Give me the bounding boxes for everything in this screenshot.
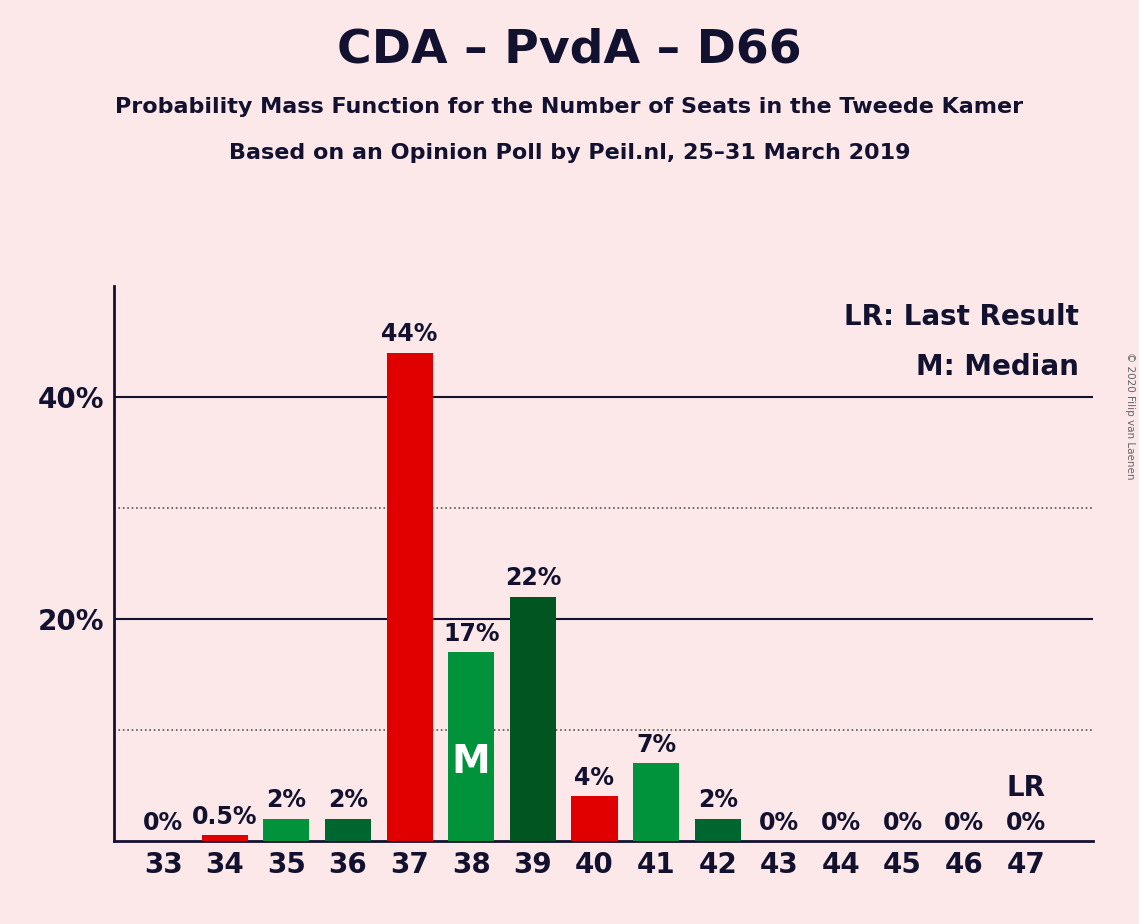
Text: 0%: 0% — [821, 811, 861, 835]
Text: Based on an Opinion Poll by Peil.nl, 25–31 March 2019: Based on an Opinion Poll by Peil.nl, 25–… — [229, 143, 910, 164]
Text: CDA – PvdA – D66: CDA – PvdA – D66 — [337, 28, 802, 73]
Text: 4%: 4% — [574, 766, 614, 790]
Text: 0%: 0% — [760, 811, 800, 835]
Bar — [202, 835, 248, 841]
Text: 0%: 0% — [144, 811, 183, 835]
Bar — [633, 763, 679, 841]
Text: M: M — [452, 743, 491, 781]
Bar — [325, 819, 371, 841]
Text: 2%: 2% — [267, 788, 306, 812]
Text: 44%: 44% — [382, 322, 437, 346]
Text: 17%: 17% — [443, 622, 500, 646]
Text: LR: Last Result: LR: Last Result — [844, 303, 1079, 331]
Bar — [695, 819, 740, 841]
Bar — [448, 652, 494, 841]
Bar — [386, 353, 433, 841]
Text: Probability Mass Function for the Number of Seats in the Tweede Kamer: Probability Mass Function for the Number… — [115, 97, 1024, 117]
Text: 0.5%: 0.5% — [192, 805, 257, 829]
Text: © 2020 Filip van Laenen: © 2020 Filip van Laenen — [1125, 352, 1134, 480]
Text: 2%: 2% — [328, 788, 368, 812]
Text: 7%: 7% — [636, 733, 677, 757]
Text: LR: LR — [1006, 774, 1046, 802]
Text: 22%: 22% — [505, 566, 562, 590]
Text: 0%: 0% — [883, 811, 923, 835]
Text: 0%: 0% — [1006, 811, 1046, 835]
Bar — [572, 796, 617, 841]
Text: 0%: 0% — [944, 811, 984, 835]
Bar — [263, 819, 310, 841]
Text: 2%: 2% — [698, 788, 738, 812]
Bar — [510, 597, 556, 841]
Text: M: Median: M: Median — [916, 353, 1079, 381]
